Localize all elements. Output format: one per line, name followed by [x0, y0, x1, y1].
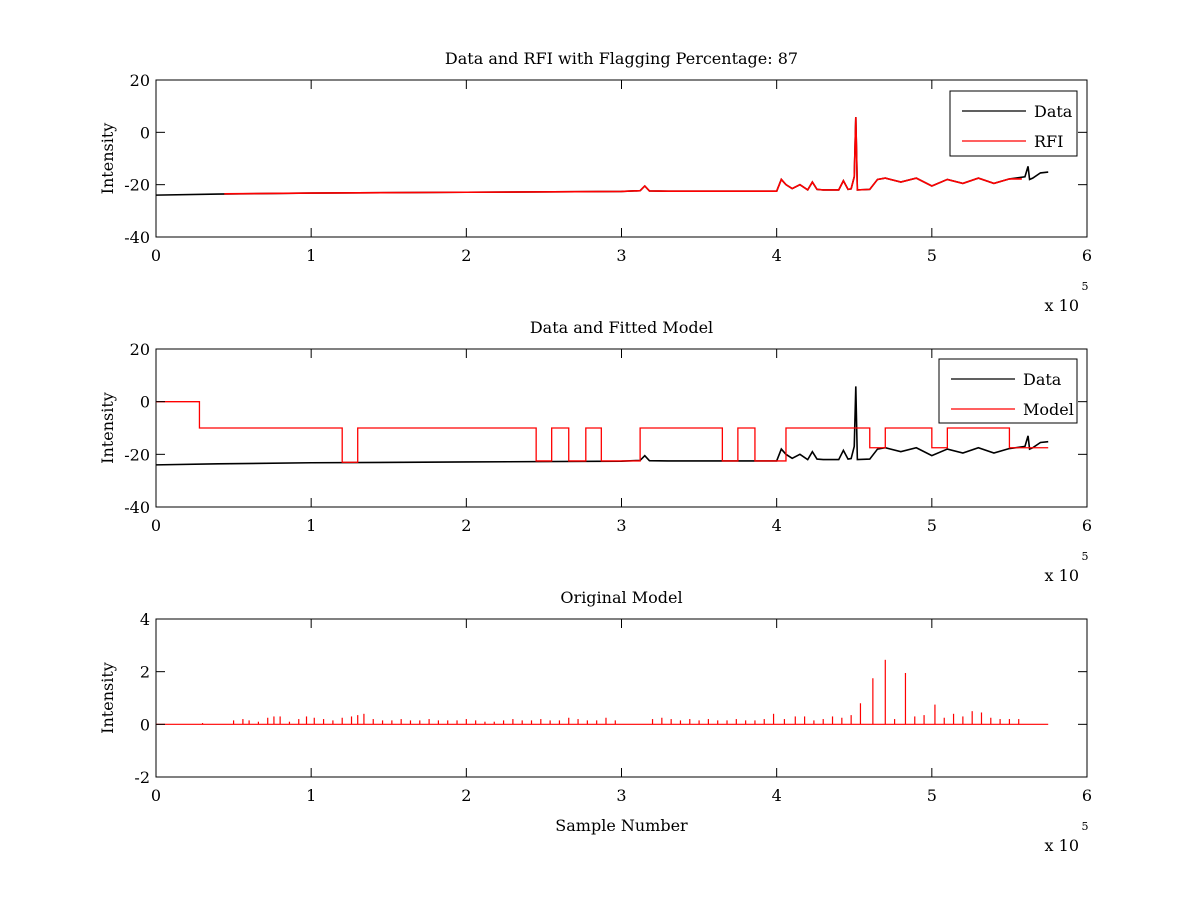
legend-label: Data [1034, 102, 1073, 121]
x-multiplier-base: x 10 [1045, 836, 1079, 855]
y-tick-label: -40 [124, 228, 150, 247]
plot-axes-box [155, 618, 1088, 778]
legend-label: Model [1023, 400, 1074, 419]
y-tick-label: -20 [124, 445, 150, 464]
y-axis-label: Intensity [98, 392, 117, 464]
x-axis-label: Sample Number [555, 816, 688, 835]
x-multiplier-exponent: 5 [1082, 280, 1089, 293]
x-tick-label: 1 [306, 246, 316, 265]
x-tick-label: 3 [616, 516, 626, 535]
x-tick-label: 6 [1082, 786, 1092, 805]
x-tick-label: 2 [461, 786, 471, 805]
x-multiplier-base: x 10 [1045, 566, 1079, 585]
x-tick-label: 4 [772, 786, 782, 805]
legend-label: RFI [1034, 132, 1063, 151]
y-tick-label: -2 [134, 768, 150, 787]
x-tick-label: 2 [461, 246, 471, 265]
x-tick-label: 4 [772, 246, 782, 265]
x-multiplier-exponent: 5 [1082, 820, 1089, 833]
x-tick-label: 1 [306, 786, 316, 805]
series-line-model [156, 401, 1049, 463]
chart-title: Data and Fitted Model [530, 318, 713, 337]
plot-area [156, 117, 1049, 196]
y-tick-label: 0 [140, 393, 150, 412]
y-axis-label: Intensity [98, 662, 117, 734]
x-tick-label: 0 [151, 786, 161, 805]
x-tick-label: 4 [772, 516, 782, 535]
x-tick-label: 5 [927, 786, 937, 805]
y-axis-label: Intensity [98, 123, 117, 195]
legend-box [938, 358, 1078, 424]
y-tick-label: 2 [140, 663, 150, 682]
series-line-data [156, 386, 1049, 466]
x-tick-label: 6 [1082, 246, 1092, 265]
chart-title: Data and RFI with Flagging Percentage: 8… [445, 49, 798, 68]
legend-box [949, 90, 1078, 157]
x-tick-label: 5 [927, 516, 937, 535]
plot-axes-box [155, 79, 1088, 238]
chart-title: Original Model [560, 588, 682, 607]
legend-label: Data [1023, 370, 1062, 389]
y-tick-label: 4 [140, 610, 150, 629]
x-multiplier-exponent: 5 [1082, 550, 1089, 563]
x-tick-label: 3 [616, 786, 626, 805]
x-tick-label: 3 [616, 246, 626, 265]
y-tick-label: 0 [140, 715, 150, 734]
subplot-data-and-rfi: 0 1 2 3 4 5 6 -40 -20 0 20 Data and RFI with Flaggi… [98, 49, 1092, 315]
y-tick-label: 0 [140, 123, 150, 142]
legend: Data RFI [949, 90, 1078, 157]
series-line-rfi [224, 117, 1022, 195]
subplot-data-and-fitted-model: 0 1 2 3 4 5 6 -40 -20 0 20 Data and Fitted Model Int… [98, 318, 1092, 585]
plot-area [156, 659, 1049, 725]
x-tick-label: 6 [1082, 516, 1092, 535]
y-tick-label: 20 [130, 340, 150, 359]
plot-area [156, 386, 1049, 466]
x-multiplier-base: x 10 [1045, 296, 1079, 315]
y-tick-label: -20 [124, 176, 150, 195]
x-tick-label: 5 [927, 246, 937, 265]
x-tick-label: 0 [151, 516, 161, 535]
legend: Data Model [938, 358, 1078, 424]
x-tick-label: 2 [461, 516, 471, 535]
y-tick-label: -40 [124, 498, 150, 517]
x-tick-label: 0 [151, 246, 161, 265]
y-tick-label: 20 [130, 71, 150, 90]
x-tick-label: 1 [306, 516, 316, 535]
